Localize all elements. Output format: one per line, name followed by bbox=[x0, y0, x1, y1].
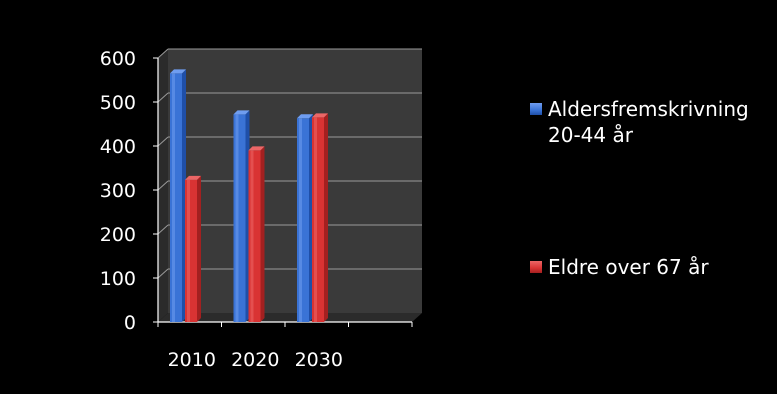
legend-swatch-blue bbox=[530, 103, 542, 115]
bar-eldre-2030 bbox=[312, 113, 328, 323]
y-tick-label: 100 bbox=[100, 268, 136, 290]
y-tick-label: 300 bbox=[100, 180, 136, 202]
x-tick-label-2010: 2010 bbox=[168, 349, 216, 371]
gridline-side bbox=[157, 136, 169, 147]
bar-aldersfremskrivning-2030 bbox=[297, 114, 313, 322]
gridline-side bbox=[157, 48, 169, 59]
gridline-side bbox=[157, 224, 169, 235]
bar-eldre-2010 bbox=[185, 175, 201, 322]
x-tick-label-2020: 2020 bbox=[231, 349, 279, 371]
legend-label-series-1: Aldersfremskrivning 20-44 år bbox=[548, 97, 749, 147]
gridline-side bbox=[157, 180, 169, 191]
gridline-side bbox=[157, 268, 169, 279]
plot-floor bbox=[158, 313, 422, 322]
x-tick-label-2030: 2030 bbox=[295, 349, 343, 371]
y-tick-label: 400 bbox=[100, 136, 136, 158]
legend-item-series-2: Eldre over 67 år bbox=[530, 254, 709, 280]
y-tick-label: 0 bbox=[124, 312, 136, 334]
legend-swatch-red bbox=[530, 261, 542, 273]
legend-item-series-1: Aldersfremskrivning 20-44 år bbox=[530, 96, 749, 148]
y-tick-label: 600 bbox=[100, 48, 136, 70]
bar-aldersfremskrivning-2020 bbox=[233, 110, 250, 322]
bar-eldre-2020 bbox=[248, 146, 265, 322]
bar-aldersfremskrivning-2010 bbox=[170, 69, 186, 323]
gridline-side bbox=[157, 92, 169, 103]
y-tick-label: 200 bbox=[100, 224, 136, 246]
legend-label-series-2: Eldre over 67 år bbox=[548, 255, 709, 279]
y-tick-label: 500 bbox=[100, 92, 136, 114]
